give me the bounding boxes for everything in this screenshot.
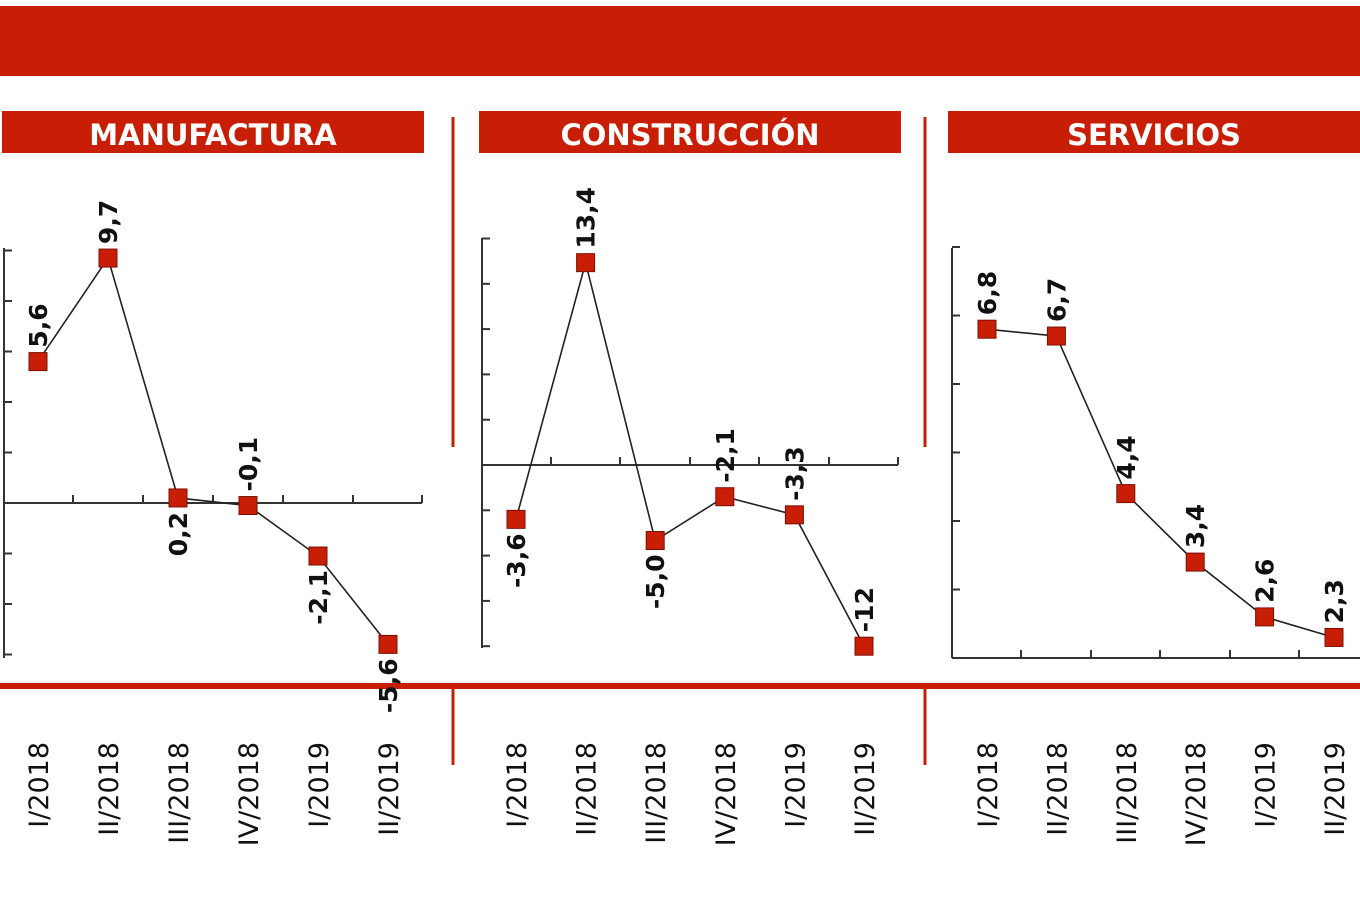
data-point: [28, 352, 48, 372]
data-point: [98, 248, 118, 268]
data-point: [784, 505, 804, 525]
data-point: [1255, 607, 1275, 627]
data-point: [1046, 326, 1066, 346]
panel-title-bar: [948, 111, 1360, 153]
data-label: 5,6: [24, 303, 53, 347]
x-tick-label: III/2018: [164, 742, 195, 844]
data-point: [238, 496, 258, 516]
header-banner: [0, 6, 1360, 76]
data-point: [168, 488, 188, 508]
data-label: 6,7: [1042, 278, 1071, 322]
data-label: 2,3: [1320, 579, 1349, 623]
x-tick-label: I/2018: [502, 742, 533, 828]
data-point: [715, 487, 735, 507]
data-point: [854, 636, 874, 656]
x-tick-label: III/2018: [1112, 742, 1143, 844]
panel-title: SERVICIOS: [1067, 118, 1241, 152]
data-point: [308, 546, 328, 566]
panel-construcción: CONSTRUCCIÓN -3,6 13,4 -5,0 -2,1 -3,3 -12 I/201…: [479, 111, 901, 846]
x-tick-label: II/2019: [374, 742, 405, 836]
series-line: [37, 256, 389, 645]
data-point: [1185, 552, 1205, 572]
x-tick-label: II/2018: [572, 742, 603, 836]
data-label: -0,1: [234, 437, 263, 492]
data-label: 4,4: [1112, 435, 1141, 479]
data-label: 6,8: [973, 271, 1002, 315]
panel-title: MANUFACTURA: [89, 118, 337, 152]
data-label: 2,6: [1251, 559, 1280, 603]
x-tick-label: IV/2018: [1181, 742, 1212, 846]
data-label: 0,2: [164, 512, 193, 556]
panel-servicios: SERVICIOS 6,8 6,7 4,4 3,4 2,6 2,3 I/2018 II/2018…: [948, 111, 1360, 846]
data-label: -3,3: [780, 446, 809, 501]
data-label: -12: [850, 587, 879, 632]
data-point: [576, 253, 596, 273]
data-label: -3,6: [502, 533, 531, 588]
data-label: 9,7: [94, 200, 123, 244]
data-label: -5,6: [374, 658, 403, 713]
x-tick-label: IV/2018: [711, 742, 742, 846]
data-label: 3,4: [1181, 504, 1210, 548]
data-label: -5,0: [641, 555, 670, 610]
x-tick-label: II/2019: [850, 742, 881, 836]
bottom-rule: [0, 683, 1360, 689]
panel-title: CONSTRUCCIÓN: [560, 118, 819, 152]
x-tick-label: I/2019: [780, 742, 811, 828]
data-point: [378, 634, 398, 654]
data-label: 13,4: [572, 187, 601, 249]
x-tick-label: II/2019: [1320, 742, 1351, 836]
series-line: [986, 328, 1335, 639]
x-tick-label: I/2018: [973, 742, 1004, 828]
data-point: [1324, 627, 1344, 647]
x-tick-label: IV/2018: [234, 742, 265, 846]
data-label: -2,1: [711, 428, 740, 483]
data-point: [645, 531, 665, 550]
x-tick-label: I/2019: [1251, 742, 1282, 828]
x-tick-label: II/2018: [94, 742, 125, 836]
x-tick-label: I/2019: [304, 742, 335, 828]
data-point: [1116, 484, 1136, 504]
x-tick-label: II/2018: [1042, 742, 1073, 836]
panel-manufactura: MANUFACTURA 5,6 9,7 0,2 -0,1 -2,1 -5,6 I/2018 II…: [2, 111, 424, 846]
x-tick-label: III/2018: [641, 742, 672, 844]
panel-title-bar: [479, 111, 901, 153]
data-point: [506, 509, 526, 529]
panel-title-bar: [2, 111, 424, 153]
x-tick-label: I/2018: [24, 742, 55, 828]
series-line: [515, 259, 865, 647]
data-point: [977, 319, 997, 339]
data-label: -2,1: [304, 570, 333, 625]
